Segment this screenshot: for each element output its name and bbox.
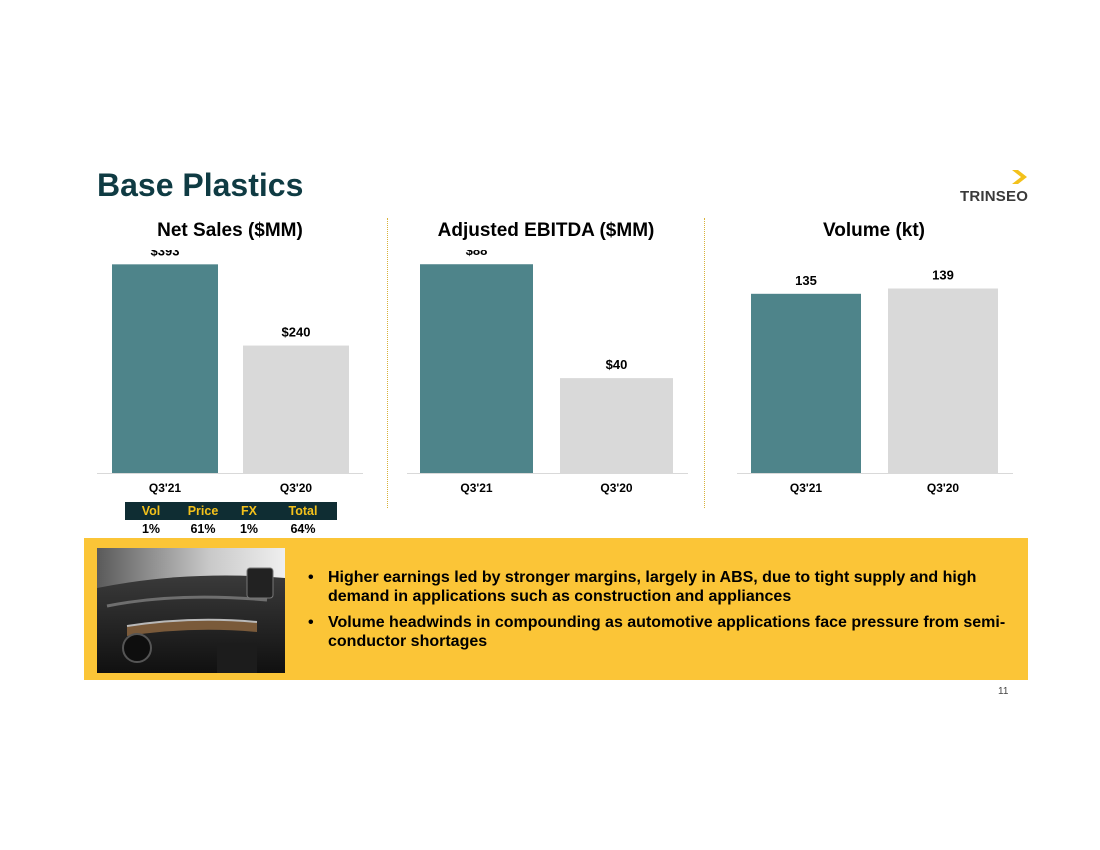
sales-bridge-table: Vol Price FX Total 1% 61% 1% 64% bbox=[125, 502, 337, 538]
chart-title-adjusted-ebitda: Adjusted EBITDA ($MM) bbox=[437, 220, 655, 241]
table-cell: 1% bbox=[239, 522, 259, 536]
chart-title-volume: Volume (kt) bbox=[822, 220, 926, 241]
table-cell: 61% bbox=[190, 522, 216, 536]
data-label: $88 bbox=[466, 250, 488, 258]
bar-Q320 bbox=[560, 378, 673, 473]
takeaway-bullet-list: Higher earnings led by stronger margins,… bbox=[306, 568, 1006, 658]
table-header-cell: Price bbox=[177, 502, 229, 520]
x-tick-label: Q3'20 bbox=[927, 481, 960, 495]
table-header-cell: Vol bbox=[125, 502, 177, 520]
chart-divider bbox=[704, 218, 705, 508]
bar-Q321 bbox=[420, 264, 533, 473]
x-tick-label: Q3'21 bbox=[790, 481, 823, 495]
net-sales-chart: $393 Q3'21 $240 Q3'20 bbox=[97, 250, 363, 495]
list-item: Higher earnings led by stronger margins,… bbox=[306, 568, 1006, 606]
x-tick-label: Q3'20 bbox=[280, 481, 313, 495]
adjusted-ebitda-chart: $88 Q3'21 $40 Q3'20 bbox=[407, 250, 688, 495]
bar-Q321 bbox=[751, 293, 861, 473]
data-label: $393 bbox=[151, 250, 180, 258]
x-tick-label: Q3'20 bbox=[600, 481, 633, 495]
data-label: $40 bbox=[606, 357, 628, 372]
logo-text: TRINSEO bbox=[960, 188, 1029, 205]
table-cell: 1% bbox=[141, 522, 161, 536]
data-label: 139 bbox=[932, 267, 954, 282]
chart-title-net-sales: Net Sales ($MM) bbox=[157, 220, 303, 241]
data-label: 135 bbox=[795, 273, 817, 288]
key-takeaways-callout: Higher earnings led by stronger margins,… bbox=[84, 538, 1028, 680]
table-cell: 64% bbox=[290, 522, 316, 536]
x-tick-label: Q3'21 bbox=[460, 481, 493, 495]
list-item: Volume headwinds in compounding as autom… bbox=[306, 613, 1006, 651]
bar-Q321 bbox=[112, 264, 218, 473]
car-interior-photo bbox=[97, 548, 285, 673]
logo-chevron-icon bbox=[1012, 170, 1027, 184]
bar-Q320 bbox=[888, 288, 998, 473]
page-number: 11 bbox=[998, 686, 1009, 697]
table-row: 1% 61% 1% 64% bbox=[125, 520, 337, 538]
table-header-row: Vol Price FX Total bbox=[125, 502, 337, 520]
chart-divider bbox=[387, 218, 388, 508]
volume-chart: 135 Q3'21 139 Q3'20 bbox=[737, 267, 1013, 495]
page-title: Base Plastics bbox=[97, 167, 304, 203]
table-header-cell: Total bbox=[269, 502, 337, 520]
x-tick-label: Q3'21 bbox=[149, 481, 182, 495]
trinseo-logo: TRINSEO bbox=[960, 170, 1030, 206]
bar-Q320 bbox=[243, 345, 349, 473]
data-label: $240 bbox=[282, 325, 311, 340]
table-header-cell: FX bbox=[229, 502, 269, 520]
